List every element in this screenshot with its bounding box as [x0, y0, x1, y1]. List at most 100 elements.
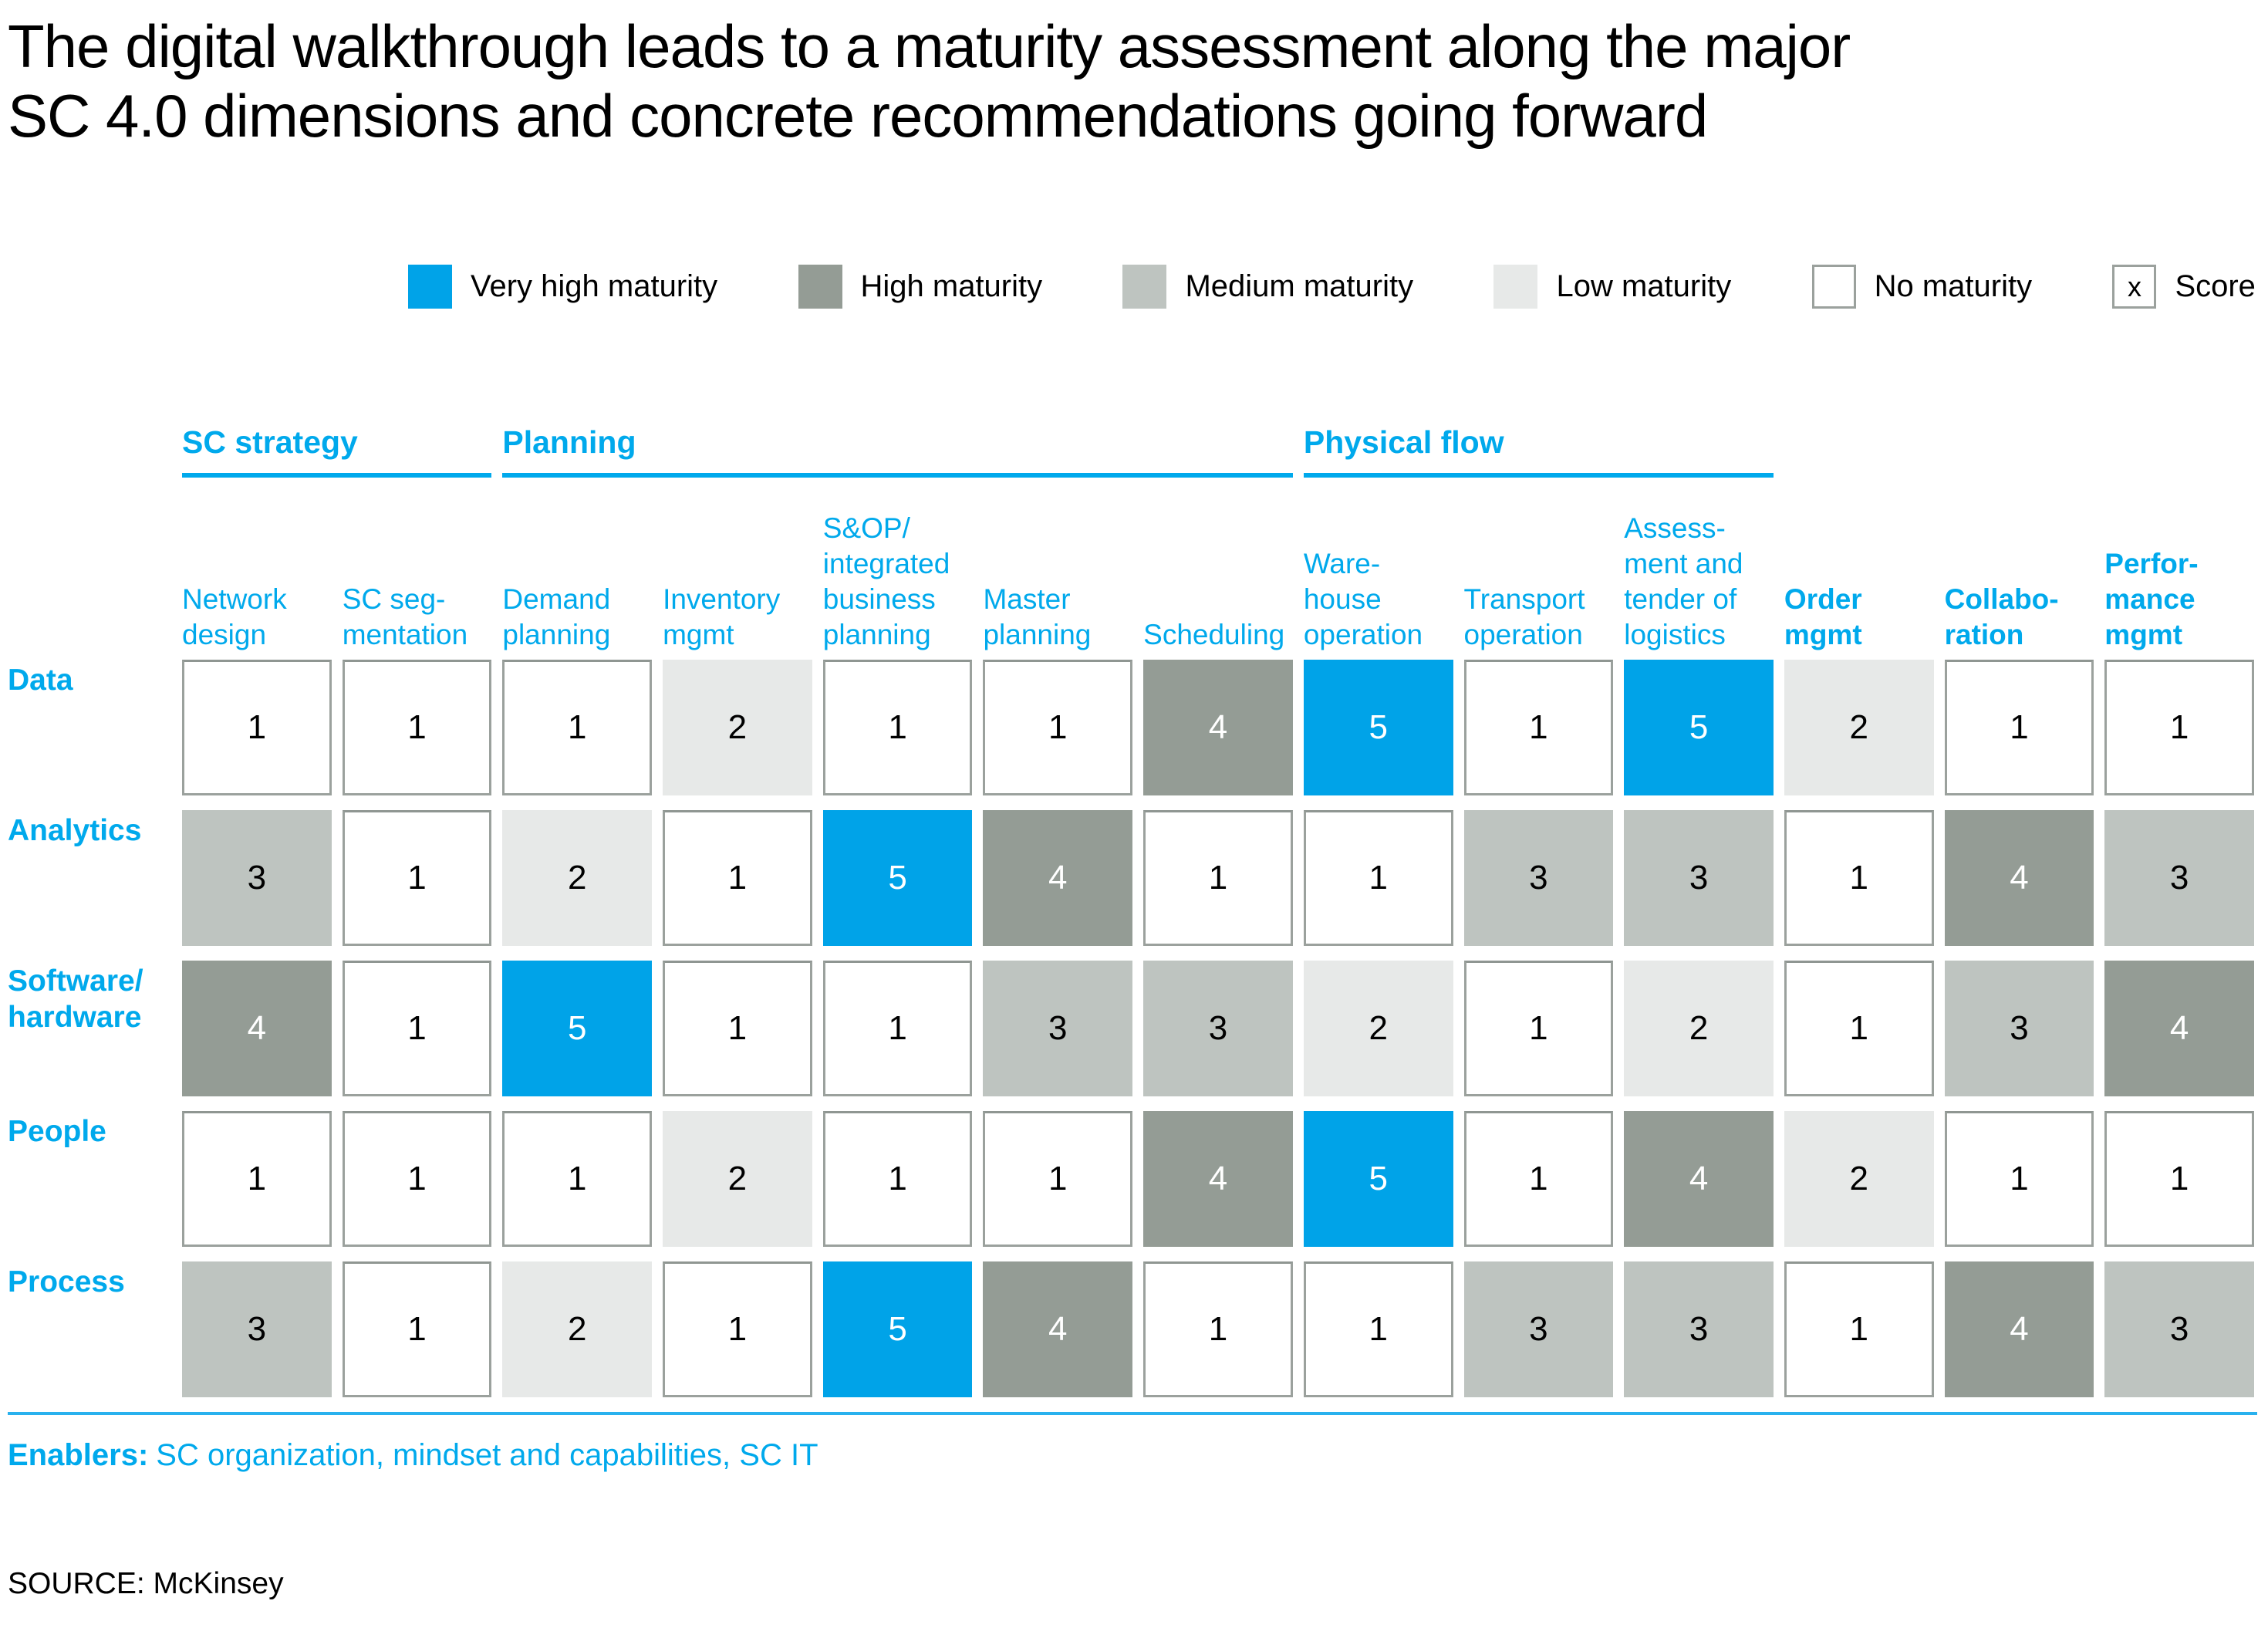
column-header-master-planning: Master planning — [983, 583, 1092, 650]
score-cell: 1 — [342, 660, 492, 796]
score-cell: 4 — [1944, 810, 2094, 947]
score-cell: 2 — [1303, 961, 1453, 1097]
score-cell: 1 — [1784, 810, 1934, 947]
score-cell: 1 — [182, 1111, 332, 1248]
corner-spacer — [8, 478, 171, 660]
legend-label: No maturity — [1874, 269, 2033, 304]
legend-label: Score — [2175, 269, 2256, 304]
legend-label: Low maturity — [1556, 269, 1732, 304]
column-header-order-mgmt: Order mgmt — [1784, 583, 1862, 650]
score-cell: 3 — [1463, 810, 1614, 947]
score-swatch: x — [2112, 265, 2157, 309]
score-cell: 1 — [342, 1261, 492, 1398]
score-cell: 1 — [663, 961, 812, 1097]
row-label-software-hardware: Software/ hardware — [8, 964, 143, 1035]
row-label-people: People — [8, 1115, 106, 1149]
score-cell: 2 — [502, 1261, 653, 1398]
score-cell: 3 — [983, 961, 1133, 1097]
very-high-maturity-swatch — [408, 265, 452, 309]
score-cell: 2 — [663, 660, 812, 796]
score-cell: 1 — [1143, 1261, 1293, 1398]
score-cell: 2 — [502, 810, 653, 947]
column-header-scheduling: Scheduling — [1143, 618, 1285, 650]
matrix-row-software-hardware: Software/ hardware 4 1 5 1 1 3 3 2 1 2 1… — [8, 961, 2254, 1097]
legend-item-medium: Medium maturity — [1122, 265, 1413, 309]
score-cell: 1 — [1303, 810, 1453, 947]
score-cell: 3 — [182, 1261, 332, 1398]
column-header-transport-operation: Transport operation — [1463, 583, 1585, 650]
column-header-assessment-tender-logistics: Assess- ment and tender of logistics — [1624, 512, 1743, 650]
score-cell: 4 — [983, 1261, 1133, 1398]
column-groups-row: SC strategy Planning Physical flow — [8, 424, 2254, 478]
matrix-row-data: Data 1 1 1 2 1 1 4 5 1 5 2 1 1 — [8, 660, 2254, 796]
column-group-physical-flow: Physical flow — [1303, 424, 1774, 478]
score-cell: 4 — [983, 810, 1133, 947]
source-note: SOURCE: McKinsey — [8, 1567, 284, 1601]
score-cell: 1 — [342, 1111, 492, 1248]
score-cell: 1 — [822, 1111, 973, 1248]
score-cell: 5 — [1303, 1111, 1453, 1248]
legend-label: High maturity — [860, 269, 1043, 304]
score-cell: 4 — [1944, 1261, 2094, 1398]
legend-label: Medium maturity — [1185, 269, 1414, 304]
legend-label: Very high maturity — [471, 269, 718, 304]
score-cell: 1 — [502, 660, 653, 796]
score-cell: 2 — [1784, 1111, 1934, 1248]
column-header-demand-planning: Demand planning — [502, 583, 611, 650]
score-cell: 1 — [342, 810, 492, 947]
score-cell: 3 — [1624, 1261, 1774, 1398]
column-header-performance-mgmt: Perfor- mance mgmt — [2104, 547, 2199, 650]
score-cell: 1 — [342, 961, 492, 1097]
score-cell: 3 — [1624, 810, 1774, 947]
score-cell: 2 — [663, 1111, 812, 1248]
column-header-collaboration: Collabo- ration — [1944, 583, 2059, 650]
score-cell: 4 — [182, 961, 332, 1097]
column-group-sc-strategy: SC strategy — [182, 424, 492, 478]
score-cell: 1 — [1784, 961, 1934, 1097]
page-title: The digital walkthrough leads to a matur… — [8, 12, 1851, 150]
score-cell: 5 — [1303, 660, 1453, 796]
row-label-analytics: Analytics — [8, 814, 142, 848]
column-group-planning: Planning — [502, 424, 1293, 478]
score-cell: 1 — [1303, 1261, 1453, 1398]
row-label-data: Data — [8, 664, 73, 697]
column-header-inventory-mgmt: Inventory mgmt — [663, 583, 781, 650]
medium-maturity-swatch — [1122, 265, 1167, 309]
score-cell: 3 — [2104, 810, 2254, 947]
score-cell: 4 — [1143, 660, 1293, 796]
score-cell: 5 — [822, 1261, 973, 1398]
score-cell: 3 — [1463, 1261, 1614, 1398]
low-maturity-swatch — [1493, 265, 1538, 309]
score-cell: 1 — [822, 961, 973, 1097]
score-cell: 1 — [2104, 660, 2254, 796]
divider-rule — [8, 1412, 2257, 1416]
enablers-text: SC organization, mindset and capabilitie… — [156, 1438, 818, 1473]
score-cell: 1 — [2104, 1111, 2254, 1248]
score-cell: 4 — [1624, 1111, 1774, 1248]
score-cell: 5 — [822, 810, 973, 947]
score-cell: 1 — [502, 1111, 653, 1248]
score-cell: 1 — [822, 660, 973, 796]
column-header-warehouse-operation: Ware- house operation — [1303, 547, 1423, 650]
score-cell: 3 — [1944, 961, 2094, 1097]
maturity-legend: Very high maturity High maturity Medium … — [408, 265, 2256, 309]
legend-item-very-high: Very high maturity — [408, 265, 717, 309]
score-cell: 1 — [983, 660, 1133, 796]
score-cell: 2 — [1624, 961, 1774, 1097]
enablers-note: Enablers: SC organization, mindset and ca… — [8, 1438, 2256, 1473]
score-cell: 1 — [983, 1111, 1133, 1248]
legend-item-score: x Score — [2112, 265, 2256, 309]
score-cell: 4 — [1143, 1111, 1293, 1248]
score-cell: 3 — [182, 810, 332, 947]
matrix-row-process: Process 3 1 2 1 5 4 1 1 3 3 1 4 3 — [8, 1261, 2254, 1398]
score-cell: 1 — [1463, 961, 1614, 1097]
legend-item-high: High maturity — [798, 265, 1043, 309]
legend-item-none: No maturity — [1811, 265, 2033, 309]
maturity-matrix: SC strategy Planning Physical flow Netwo… — [8, 424, 2256, 1398]
row-label-process: Process — [8, 1265, 125, 1299]
score-cell: 3 — [1143, 961, 1293, 1097]
score-cell: 1 — [663, 1261, 812, 1398]
legend-item-low: Low maturity — [1493, 265, 1731, 309]
column-header-sc-segmentation: SC seg- mentation — [342, 583, 468, 650]
high-maturity-swatch — [798, 265, 842, 309]
